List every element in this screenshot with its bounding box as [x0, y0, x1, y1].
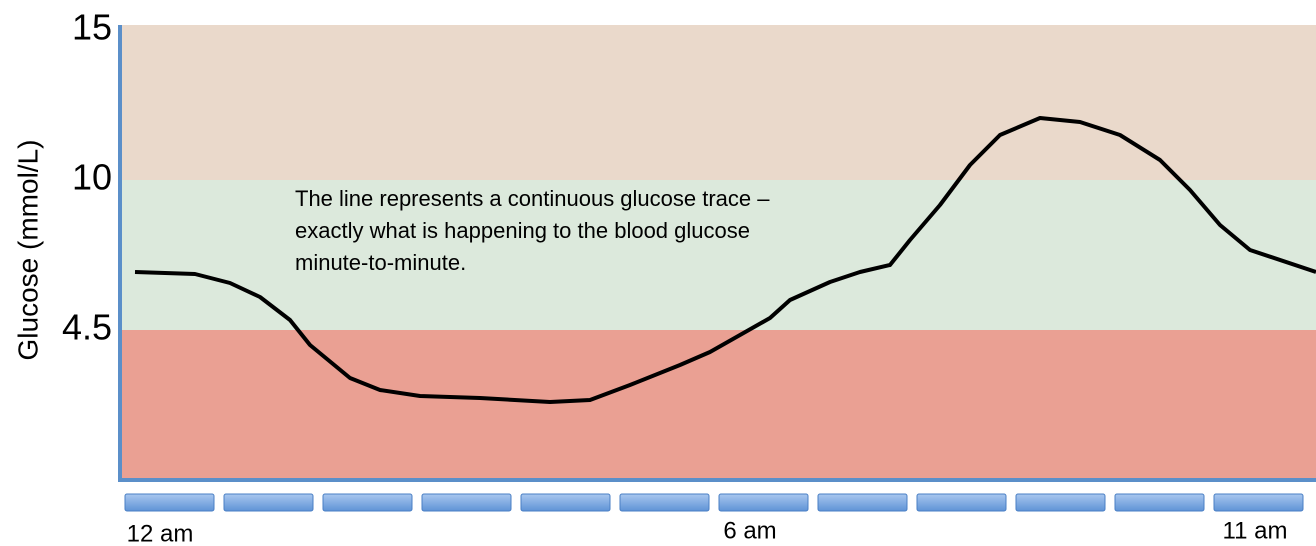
y-tick-label: 15 [72, 7, 112, 48]
x-label: 11 am [1223, 517, 1288, 544]
annotation-line: exactly what is happening to the blood g… [295, 218, 750, 243]
glucose-trace [134, 116, 1316, 404]
y-axis-label: Glucose (mmol/L) [12, 140, 43, 361]
time-block [1213, 493, 1304, 512]
time-block [619, 493, 710, 512]
time-block [817, 493, 908, 512]
high-band [120, 25, 1316, 180]
annotation-line: The line represents a continuous glucose… [295, 186, 770, 211]
x-label: 12 am [127, 520, 194, 546]
time-block [124, 493, 215, 512]
x-label: 6 am [723, 517, 776, 544]
time-blocks [124, 493, 1304, 512]
time-block [223, 493, 314, 512]
time-block [1015, 493, 1106, 512]
target-band [120, 180, 1316, 330]
time-block [322, 493, 413, 512]
time-block [520, 493, 611, 512]
time-block [916, 493, 1007, 512]
time-block [718, 493, 809, 512]
y-tick-label: 4.5 [62, 307, 112, 348]
time-block [421, 493, 512, 512]
time-block [1114, 493, 1205, 512]
annotation-line: minute-to-minute. [295, 250, 466, 275]
y-tick-label: 10 [72, 157, 112, 198]
low-band [120, 330, 1316, 480]
